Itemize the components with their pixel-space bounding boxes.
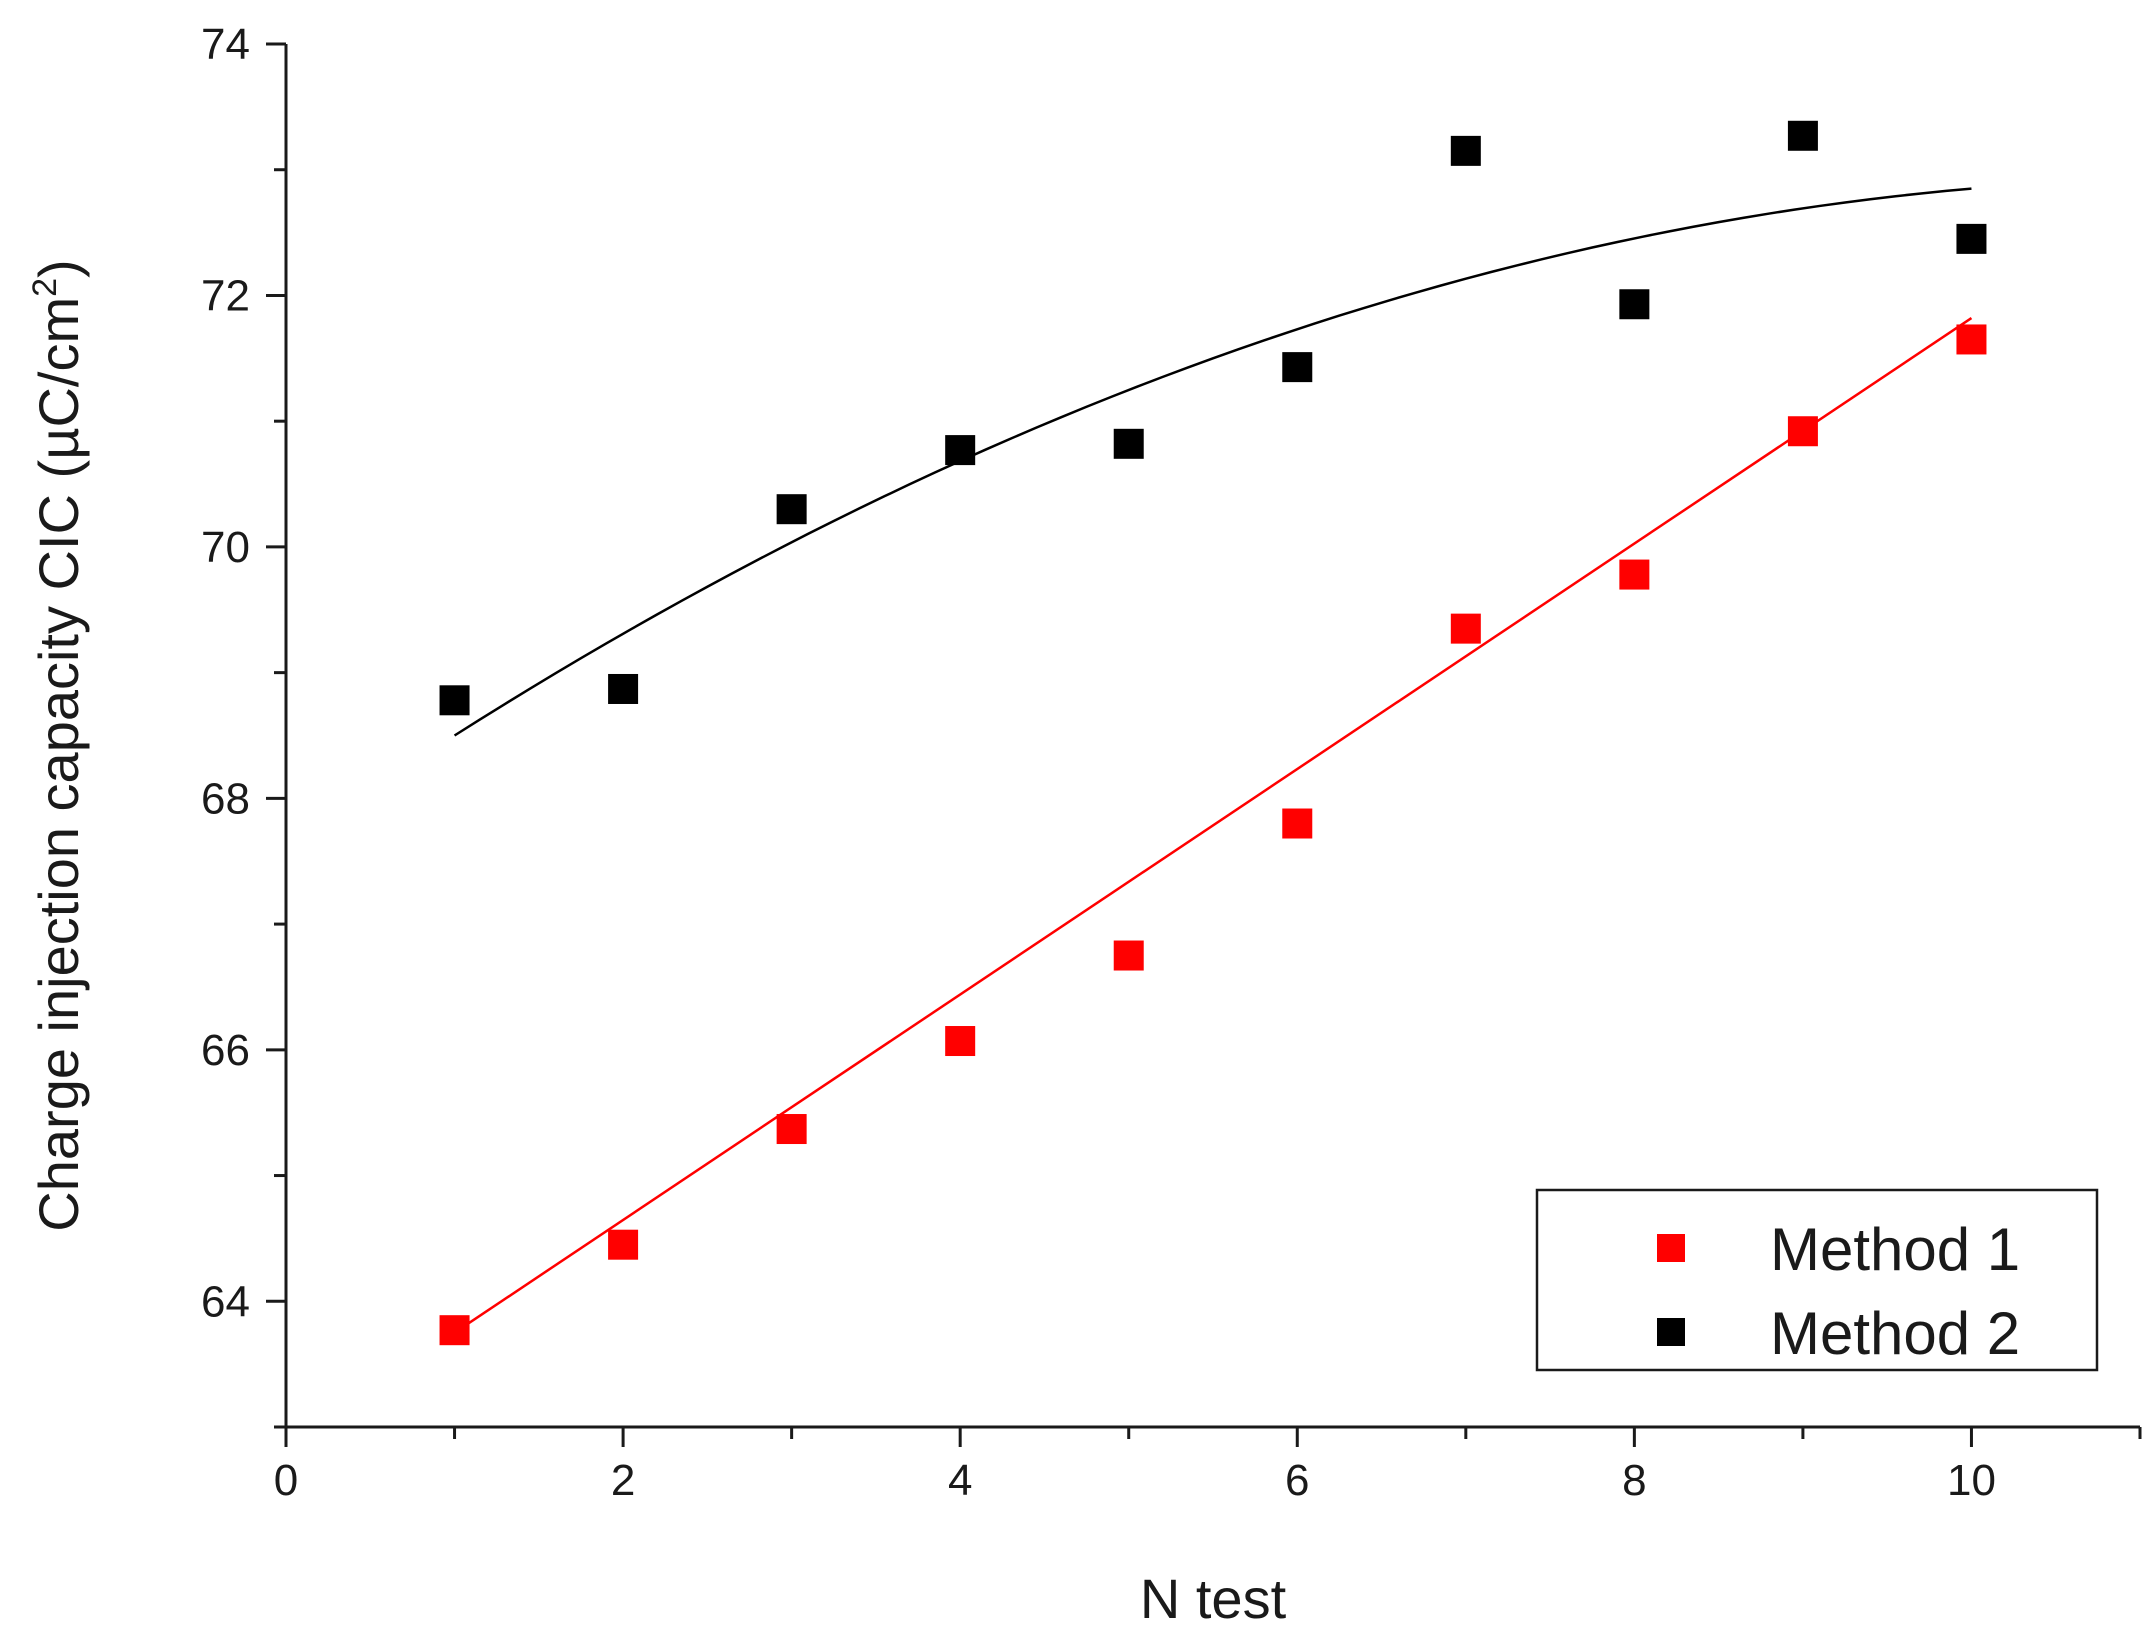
y-tick-label: 64 [201, 1277, 250, 1326]
data-point-method-2 [1956, 223, 1987, 254]
data-point-method-1 [1450, 613, 1481, 644]
x-tick-label: 10 [1947, 1456, 1996, 1505]
data-point-method-2 [945, 435, 976, 466]
y-axis-title-main: Charge injection capacity CIC (µC/cm [27, 297, 90, 1232]
y-axis-title: Charge injection capacity CIC (µC/cm2) [26, 259, 90, 1231]
legend-label-method-2: Method 2 [1770, 1300, 2020, 1367]
data-point-method-2 [776, 494, 807, 525]
data-point-method-1 [608, 1229, 639, 1260]
fit-line-method-2 [453, 187, 1972, 737]
data-point-method-2 [1619, 289, 1650, 320]
data-point-method-1 [439, 1315, 470, 1346]
y-tick-label: 70 [201, 523, 250, 572]
y-tick-label: 72 [201, 271, 250, 320]
y-tick-label: 68 [201, 774, 250, 823]
data-point-method-1 [776, 1114, 807, 1145]
y-axis-title-superscript: 2 [26, 278, 64, 297]
y-tick-label: 66 [201, 1026, 250, 1075]
data-point-method-1 [1619, 559, 1650, 590]
legend-label-method-1: Method 1 [1770, 1216, 2020, 1283]
x-tick-label: 4 [948, 1456, 972, 1505]
data-point-method-1 [1787, 416, 1818, 447]
data-point-method-2 [608, 673, 639, 704]
axes [284, 44, 2140, 1429]
x-tick-label: 2 [611, 1456, 635, 1505]
data-point-method-1 [1956, 324, 1987, 355]
fit-lines [453, 187, 1973, 1334]
data-point-method-2 [1282, 352, 1313, 383]
x-tick-label: 0 [274, 1456, 298, 1505]
x-tick-label: 8 [1622, 1456, 1646, 1505]
data-point-method-2 [439, 685, 470, 716]
legend-box [1535, 1188, 2099, 1372]
legend-marker-method-1 [1657, 1234, 1685, 1262]
data-points [439, 120, 1987, 1346]
y-axis-title-close: ) [27, 259, 90, 278]
fit-line-method-1 [453, 317, 1973, 1334]
x-axis-title: N test [1140, 1567, 1287, 1630]
x-tick-label: 6 [1285, 1456, 1309, 1505]
data-point-method-1 [1282, 808, 1313, 839]
y-tick-label: 74 [201, 20, 250, 69]
data-point-method-1 [945, 1026, 976, 1057]
legend: Method 1 Method 2 [1535, 1188, 2099, 1372]
data-point-method-2 [1113, 428, 1144, 459]
data-point-method-1 [1113, 940, 1144, 971]
data-point-method-2 [1787, 120, 1818, 151]
legend-marker-method-2 [1657, 1318, 1685, 1346]
data-point-method-2 [1450, 135, 1481, 166]
